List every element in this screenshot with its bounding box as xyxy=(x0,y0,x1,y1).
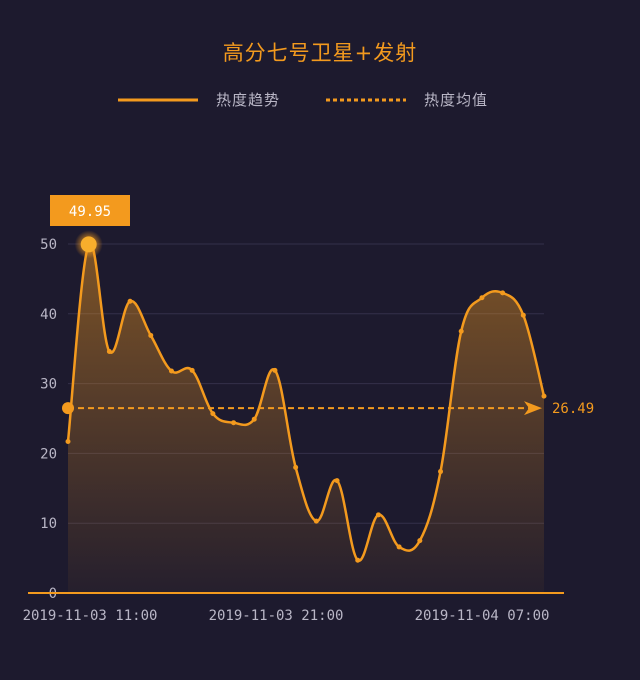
data-point[interactable] xyxy=(106,348,112,354)
data-point[interactable] xyxy=(500,290,506,296)
y-tick-label: 50 xyxy=(40,237,57,253)
data-point[interactable] xyxy=(313,518,319,524)
peak-value-label: 49.95 xyxy=(69,204,111,220)
data-point[interactable] xyxy=(127,298,133,304)
data-point[interactable] xyxy=(396,544,402,550)
data-point[interactable] xyxy=(65,439,71,445)
x-tick-label: 2019-11-03 21:00 xyxy=(209,608,344,624)
peak-marker-group: 49.95 xyxy=(50,195,130,259)
x-axis: 2019-11-03 11:00 2019-11-03 21:00 2019-11-… xyxy=(23,592,564,624)
data-point[interactable] xyxy=(479,295,485,301)
legend: 热度趋势 热度均值 xyxy=(118,91,488,109)
x-tick-label: 2019-11-03 11:00 xyxy=(23,608,158,624)
data-point[interactable] xyxy=(458,328,464,334)
chart-title: 高分七号卫星+发射 xyxy=(223,41,418,65)
data-point[interactable] xyxy=(438,469,444,475)
data-point[interactable] xyxy=(334,478,340,484)
peak-badge xyxy=(50,195,130,226)
data-point[interactable] xyxy=(189,367,195,373)
data-point[interactable] xyxy=(520,312,526,318)
data-point[interactable] xyxy=(210,411,216,417)
data-point[interactable] xyxy=(541,393,547,399)
data-point[interactable] xyxy=(417,538,423,544)
data-point[interactable] xyxy=(272,367,278,373)
data-point[interactable] xyxy=(148,332,154,338)
data-point[interactable] xyxy=(375,512,381,518)
average-line-group: 26.49 xyxy=(62,401,594,417)
x-tick-label: 2019-11-04 07:00 xyxy=(415,608,550,624)
average-value-label: 26.49 xyxy=(552,401,594,417)
average-start-marker xyxy=(62,402,74,415)
data-point[interactable] xyxy=(168,368,174,374)
series-area-fill xyxy=(68,242,544,593)
data-point[interactable] xyxy=(231,420,237,426)
data-point[interactable] xyxy=(293,464,299,470)
legend-item-average[interactable]: 热度均值 xyxy=(424,91,488,109)
data-point[interactable] xyxy=(355,557,361,563)
average-arrow-icon xyxy=(524,401,542,416)
y-axis: 01020304050 xyxy=(40,237,57,602)
y-tick-label: 30 xyxy=(40,377,57,393)
y-tick-label: 40 xyxy=(40,307,57,323)
peak-point[interactable] xyxy=(80,236,97,253)
legend-item-trend[interactable]: 热度趋势 xyxy=(216,91,280,109)
data-point[interactable] xyxy=(251,416,257,422)
y-tick-label: 10 xyxy=(40,516,57,532)
data-points xyxy=(65,290,547,563)
y-tick-label: 20 xyxy=(40,446,57,462)
